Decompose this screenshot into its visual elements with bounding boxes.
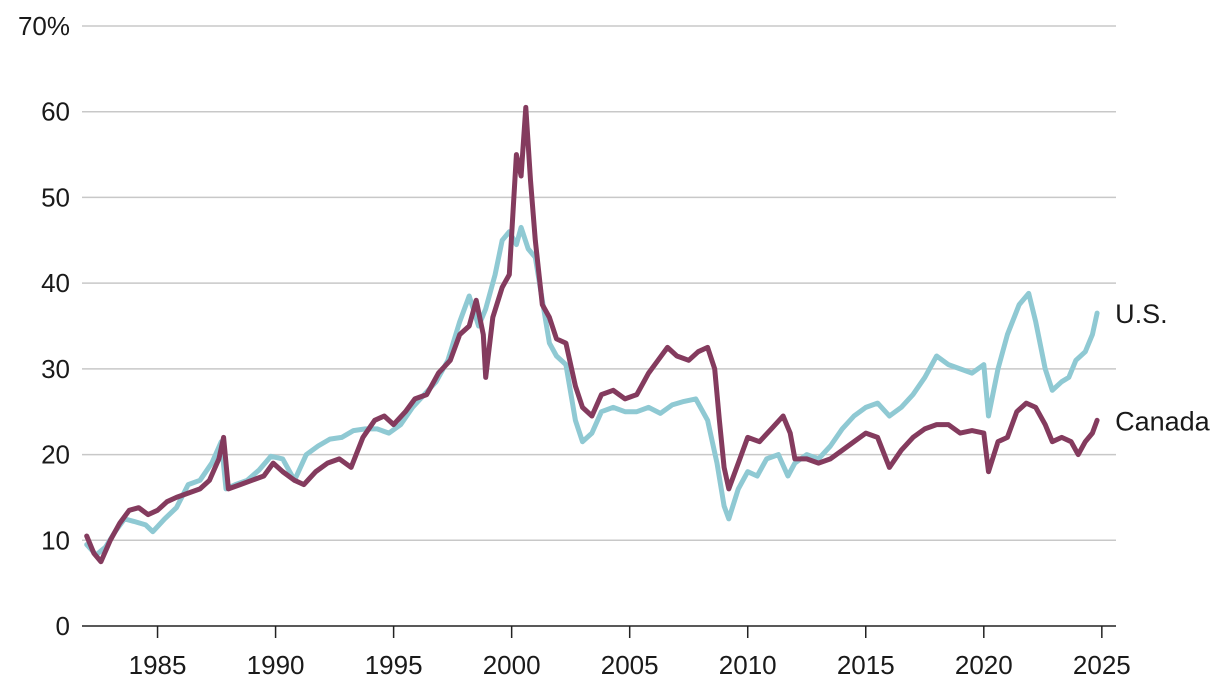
y-tick-label: 0	[56, 611, 70, 641]
y-tick-label: 50	[41, 182, 70, 212]
y-tick-label: 40	[41, 268, 70, 298]
series-label-canada: Canada	[1115, 406, 1211, 436]
y-tick-label: 70%	[18, 11, 70, 41]
x-tick-label: 2025	[1073, 650, 1131, 680]
series-lines	[84, 104, 1100, 565]
y-tick-label: 60	[41, 97, 70, 127]
series-label-u-s: U.S.	[1115, 299, 1168, 329]
x-tick-label: 1995	[365, 650, 423, 680]
x-axis: 1985 1990 1995 2000 2005 2010 2015 2020 2025	[82, 625, 1131, 680]
series-labels: U.S. Canada	[1115, 299, 1211, 436]
x-tick-label: 2000	[483, 650, 541, 680]
y-tick-label: 10	[41, 525, 70, 555]
y-tick-label: 30	[41, 354, 70, 384]
y-tick-label: 20	[41, 440, 70, 470]
x-tick-label: 2005	[601, 650, 659, 680]
x-tick-label: 2020	[955, 650, 1013, 680]
series-line-u-s	[84, 224, 1100, 558]
series-line-canada	[84, 104, 1100, 565]
x-tick-label: 1985	[129, 650, 187, 680]
y-axis: 0 10 20 30 40 50 60 70%	[18, 11, 70, 641]
x-tick-label: 1990	[247, 650, 305, 680]
gridlines	[82, 25, 1116, 542]
x-tick-label: 2015	[837, 650, 895, 680]
x-tick-label: 2010	[719, 650, 777, 680]
